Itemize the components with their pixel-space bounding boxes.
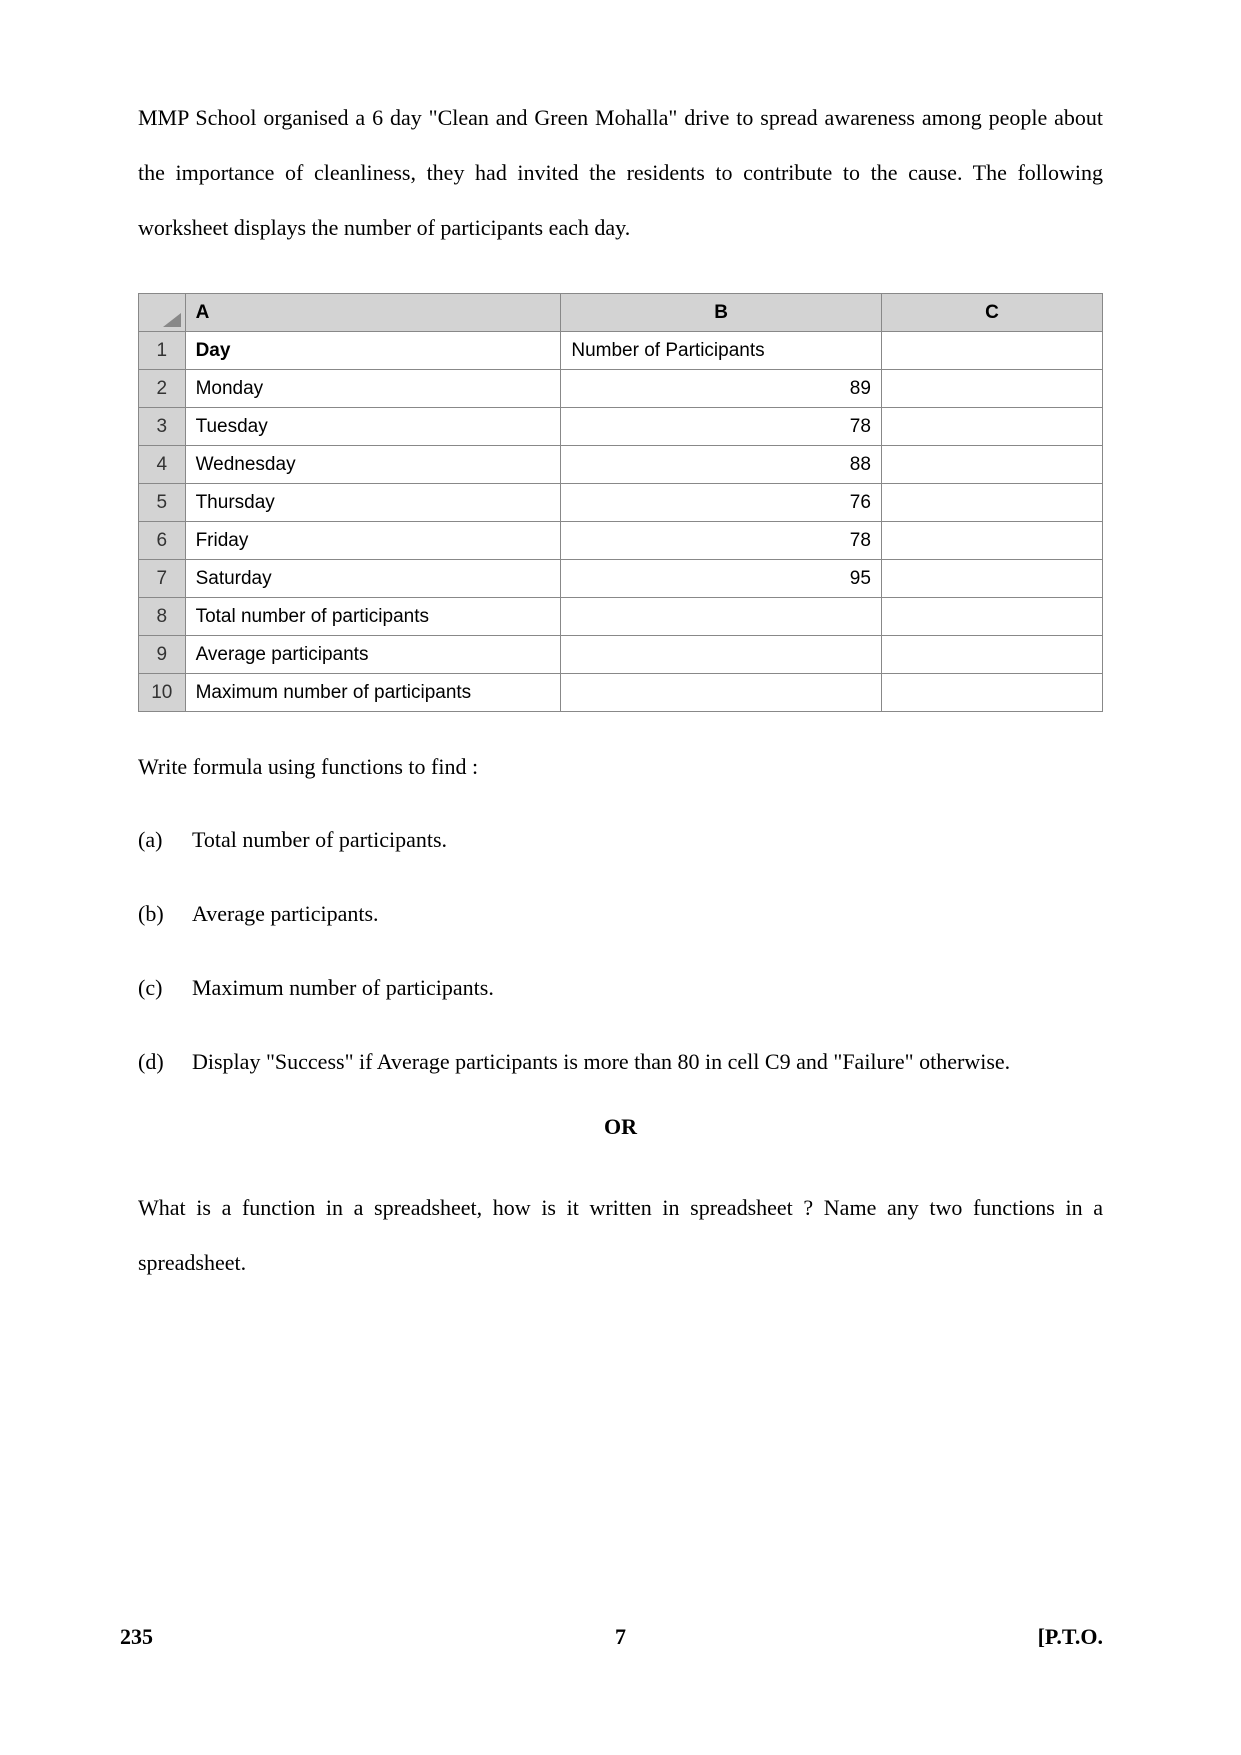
- spreadsheet-table: A B C 1DayNumber of Participants2Monday8…: [138, 293, 1103, 712]
- sub-question-label: (a): [138, 818, 192, 862]
- cell-a: Day: [185, 332, 561, 370]
- sub-question-label: (c): [138, 966, 192, 1010]
- column-header-row: A B C: [139, 294, 1103, 332]
- sub-question-item: (d)Display "Success" if Average particip…: [138, 1040, 1103, 1084]
- table-row: 6Friday78: [139, 522, 1103, 560]
- or-separator: OR: [138, 1114, 1103, 1140]
- cell-c: [881, 522, 1102, 560]
- cell-a: Average participants: [185, 636, 561, 674]
- row-header: 2: [139, 370, 186, 408]
- table-row: 8Total number of participants: [139, 598, 1103, 636]
- cell-b: [561, 598, 882, 636]
- cell-a: Total number of participants: [185, 598, 561, 636]
- corner-cell: [139, 294, 186, 332]
- cell-c: [881, 636, 1102, 674]
- cell-c: [881, 332, 1102, 370]
- row-header: 10: [139, 674, 186, 712]
- page-content: MMP School organised a 6 day "Clean and …: [0, 0, 1241, 1290]
- cell-c: [881, 598, 1102, 636]
- cell-b: 78: [561, 522, 882, 560]
- footer-right: [P.T.O.: [1038, 1624, 1103, 1650]
- cell-b: 76: [561, 484, 882, 522]
- sub-question-list: (a)Total number of participants.(b)Avera…: [138, 818, 1103, 1084]
- sub-question-item: (a)Total number of participants.: [138, 818, 1103, 862]
- table-row: 1DayNumber of Participants: [139, 332, 1103, 370]
- row-header: 1: [139, 332, 186, 370]
- cell-a: Monday: [185, 370, 561, 408]
- sub-question-item: (c)Maximum number of participants.: [138, 966, 1103, 1010]
- col-header-b: B: [561, 294, 882, 332]
- table-row: 2Monday89: [139, 370, 1103, 408]
- cell-b: [561, 636, 882, 674]
- row-header: 7: [139, 560, 186, 598]
- cell-b: 88: [561, 446, 882, 484]
- sub-question-label: (b): [138, 892, 192, 936]
- cell-b: 89: [561, 370, 882, 408]
- cell-a: Maximum number of participants: [185, 674, 561, 712]
- table-row: 5Thursday76: [139, 484, 1103, 522]
- row-header: 3: [139, 408, 186, 446]
- table-row: 3Tuesday78: [139, 408, 1103, 446]
- table-row: 7Saturday95: [139, 560, 1103, 598]
- table-row: 4Wednesday88: [139, 446, 1103, 484]
- cell-a: Thursday: [185, 484, 561, 522]
- sub-question-text: Display "Success" if Average participant…: [192, 1040, 1103, 1084]
- cell-a: Wednesday: [185, 446, 561, 484]
- cell-b: Number of Participants: [561, 332, 882, 370]
- cell-c: [881, 560, 1102, 598]
- sub-question-label: (d): [138, 1040, 192, 1084]
- footer-page-number: 7: [615, 1624, 626, 1650]
- sub-question-text: Maximum number of participants.: [192, 966, 1103, 1010]
- cell-c: [881, 446, 1102, 484]
- table-row: 10Maximum number of participants: [139, 674, 1103, 712]
- question-prompt: Write formula using functions to find :: [138, 754, 1103, 780]
- cell-b: [561, 674, 882, 712]
- page-footer: 235 7 [P.T.O.: [0, 1624, 1241, 1650]
- cell-c: [881, 674, 1102, 712]
- row-header: 4: [139, 446, 186, 484]
- sub-question-item: (b)Average participants.: [138, 892, 1103, 936]
- spreadsheet-body: 1DayNumber of Participants2Monday893Tues…: [139, 332, 1103, 712]
- footer-left: 235: [120, 1624, 153, 1650]
- row-header: 8: [139, 598, 186, 636]
- table-row: 9Average participants: [139, 636, 1103, 674]
- cell-a: Saturday: [185, 560, 561, 598]
- cell-b: 78: [561, 408, 882, 446]
- intro-paragraph: MMP School organised a 6 day "Clean and …: [138, 90, 1103, 255]
- row-header: 9: [139, 636, 186, 674]
- col-header-a: A: [185, 294, 561, 332]
- cell-b: 95: [561, 560, 882, 598]
- row-header: 5: [139, 484, 186, 522]
- sub-question-text: Average participants.: [192, 892, 1103, 936]
- cell-a: Friday: [185, 522, 561, 560]
- row-header: 6: [139, 522, 186, 560]
- sub-question-text: Total number of participants.: [192, 818, 1103, 862]
- cell-a: Tuesday: [185, 408, 561, 446]
- cell-c: [881, 484, 1102, 522]
- cell-c: [881, 370, 1102, 408]
- cell-c: [881, 408, 1102, 446]
- col-header-c: C: [881, 294, 1102, 332]
- alternative-question: What is a function in a spreadsheet, how…: [138, 1180, 1103, 1290]
